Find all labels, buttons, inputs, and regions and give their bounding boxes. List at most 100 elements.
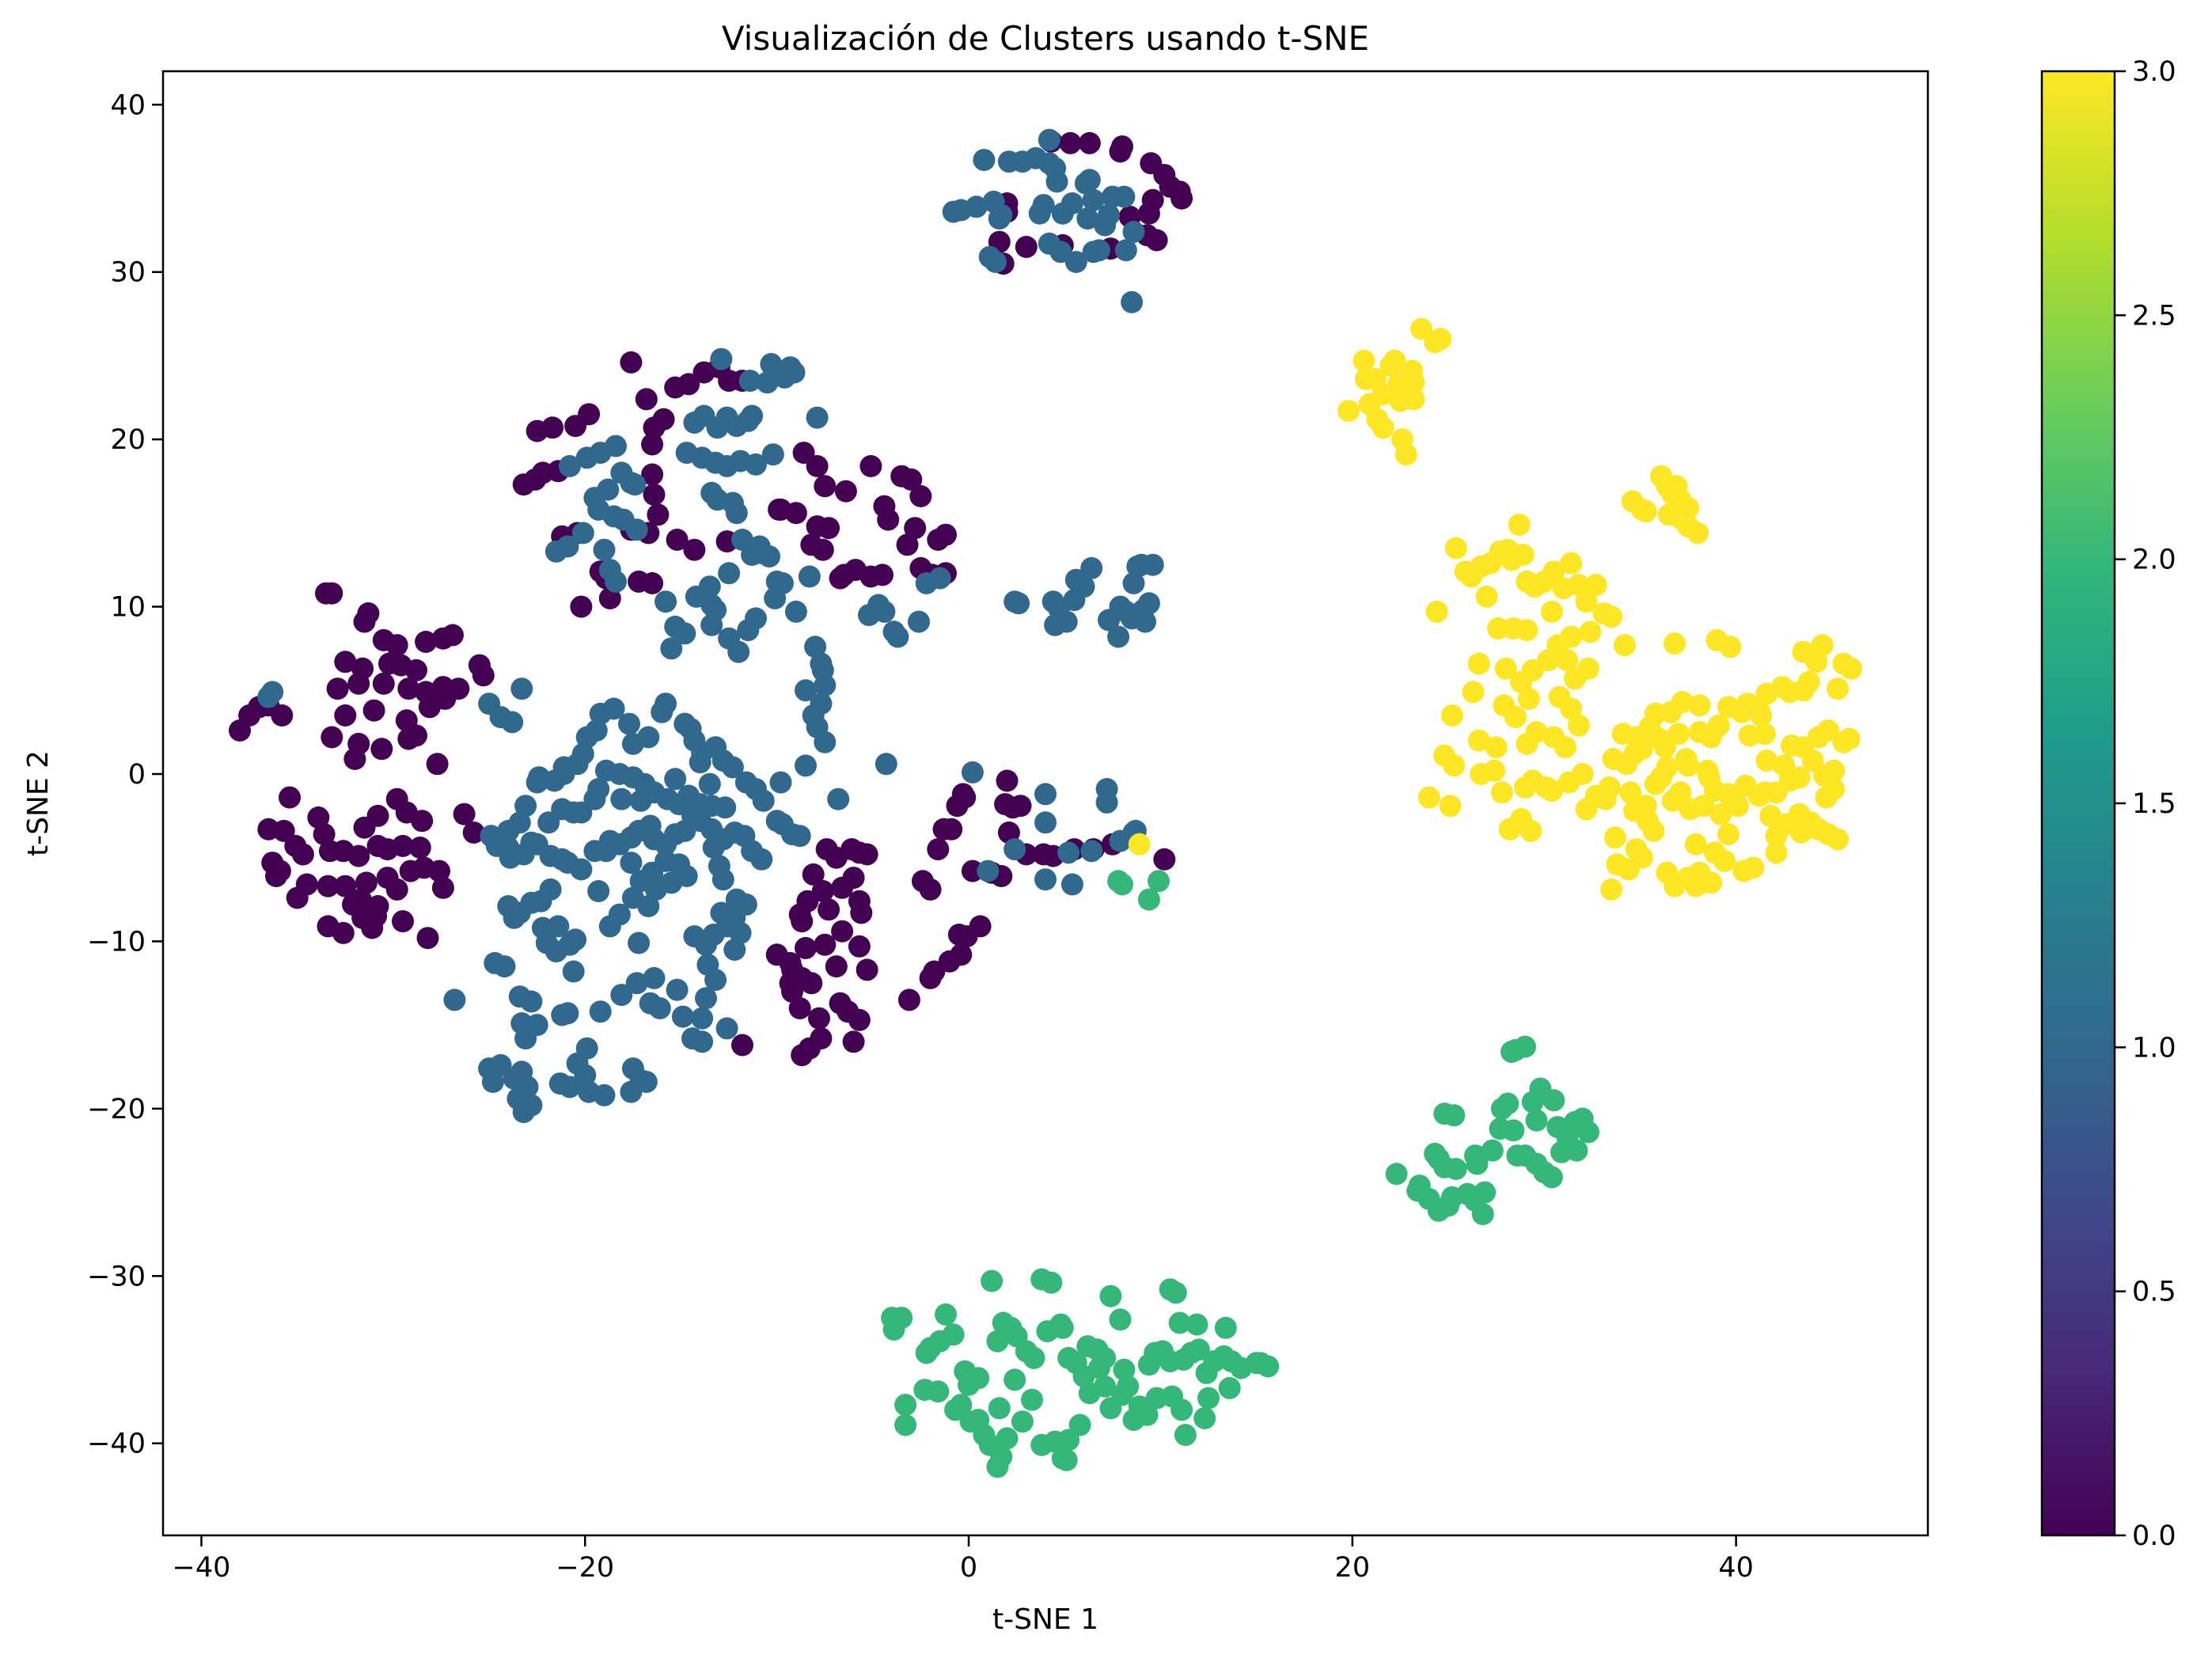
scatter-point xyxy=(1174,1424,1197,1447)
scatter-point xyxy=(894,1413,917,1436)
scatter-point xyxy=(981,1269,1004,1292)
scatter-point xyxy=(1567,574,1590,597)
scatter-point xyxy=(1474,1181,1497,1204)
scatter-point xyxy=(761,443,784,466)
scatter-point xyxy=(578,403,601,426)
scatter-point xyxy=(961,859,984,882)
scatter-point xyxy=(481,1071,504,1093)
scatter-point xyxy=(1742,856,1765,879)
scatter-point xyxy=(1755,749,1778,772)
scatter-point xyxy=(362,699,385,722)
scatter-point xyxy=(405,724,427,747)
scatter-point xyxy=(392,834,414,857)
scatter-point xyxy=(520,1094,543,1117)
scatter-point xyxy=(405,658,427,681)
scatter-point xyxy=(1099,1397,1122,1420)
scatter-point xyxy=(349,888,372,911)
scatter-point xyxy=(721,756,744,779)
scatter-point xyxy=(485,834,508,857)
scatter-point xyxy=(986,1455,1009,1478)
scatter-point xyxy=(818,517,840,540)
scatter-point xyxy=(1080,556,1103,579)
scatter-point xyxy=(1487,617,1509,640)
scatter-point xyxy=(792,442,815,465)
scatter-point xyxy=(570,801,593,824)
scatter-point xyxy=(637,895,660,917)
scatter-point xyxy=(1827,677,1850,700)
y-tick-label: −30 xyxy=(87,1261,146,1292)
scatter-point xyxy=(738,370,761,393)
colorbar-tick-label: 2.0 xyxy=(2132,545,2176,576)
scatter-point xyxy=(890,1307,913,1330)
scatter-point xyxy=(1113,185,1136,208)
scatter-point xyxy=(1064,568,1087,591)
scatter-point xyxy=(935,1303,957,1326)
scatter-point xyxy=(731,1034,753,1057)
scatter-point xyxy=(756,371,779,394)
scatter-point xyxy=(453,803,476,825)
scatter-point xyxy=(715,1017,738,1040)
scatter-point xyxy=(1517,687,1540,710)
scatter-point xyxy=(834,480,857,503)
scatter-point xyxy=(996,769,1019,792)
scatter-point xyxy=(551,798,574,821)
scatter-point xyxy=(875,753,897,776)
scatter-point xyxy=(564,928,587,951)
points-layer xyxy=(229,128,1862,1478)
scatter-point xyxy=(1755,682,1778,705)
scatter-point xyxy=(1187,1338,1210,1361)
scatter-point xyxy=(1600,605,1623,628)
scatter-point xyxy=(489,1053,512,1076)
scatter-point xyxy=(769,771,792,794)
y-axis-label: t-SNE 2 xyxy=(22,750,55,856)
scatter-point xyxy=(752,789,775,812)
scatter-point xyxy=(570,595,593,618)
scatter-point xyxy=(1727,795,1749,818)
scatter-point xyxy=(745,607,767,630)
scatter-point xyxy=(791,910,814,933)
scatter-point xyxy=(959,1410,982,1433)
scatter-point xyxy=(1137,592,1160,615)
scatter-point xyxy=(618,712,640,735)
scatter-point xyxy=(1698,766,1721,789)
scatter-point xyxy=(334,651,357,674)
scatter-point xyxy=(1734,774,1757,797)
scatter-point xyxy=(760,353,783,375)
scatter-point xyxy=(1078,1382,1101,1405)
scatter-point xyxy=(1099,1284,1122,1307)
scatter-point xyxy=(1707,714,1730,737)
scatter-point xyxy=(1542,1089,1565,1112)
scatter-point xyxy=(472,664,495,687)
scatter-point xyxy=(806,406,829,429)
scatter-point xyxy=(831,920,854,943)
scatter-point xyxy=(1471,1203,1494,1226)
scatter-point xyxy=(1443,1104,1466,1127)
scatter-point xyxy=(1813,765,1836,787)
scatter-point xyxy=(1057,841,1080,864)
scatter-point xyxy=(978,245,1001,268)
scatter-point xyxy=(257,685,280,708)
scatter-point xyxy=(814,475,837,498)
scatter-point xyxy=(1675,748,1698,770)
scatter-point xyxy=(1095,791,1118,814)
scatter-point xyxy=(967,1367,990,1390)
scatter-point xyxy=(940,818,963,840)
scatter-point xyxy=(1040,1271,1063,1294)
scatter-point xyxy=(326,677,349,700)
scatter-point xyxy=(1525,1109,1548,1132)
scatter-point xyxy=(848,890,871,913)
scatter-point xyxy=(652,408,675,431)
scatter-point xyxy=(426,753,449,776)
scatter-point xyxy=(1540,600,1563,623)
scatter-point xyxy=(347,672,370,695)
scatter-point xyxy=(1565,1139,1588,1162)
scatter-point xyxy=(1508,514,1531,536)
scatter-point xyxy=(585,719,608,742)
scatter-point xyxy=(710,347,733,370)
scatter-point xyxy=(1501,1041,1523,1063)
scatter-point xyxy=(1560,552,1583,575)
scatter-point xyxy=(537,811,560,834)
scatter-point xyxy=(804,636,827,658)
scatter-point xyxy=(1560,697,1583,720)
scatter-point xyxy=(343,748,366,770)
